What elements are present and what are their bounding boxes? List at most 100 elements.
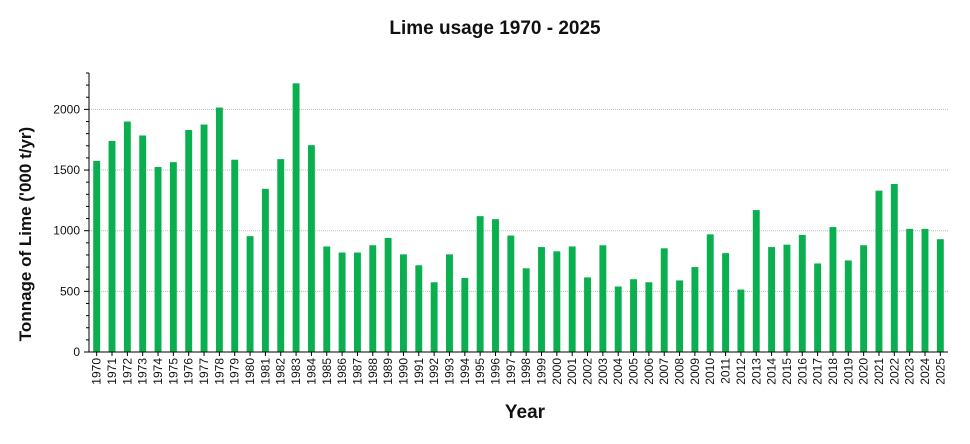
x-tick-label: 1994 [458, 358, 472, 385]
chart-title: Lime usage 1970 - 2025 [389, 18, 601, 39]
x-tick-label: 2015 [780, 358, 794, 385]
x-tick-label: 1982 [274, 358, 288, 385]
y-tick-label: 0 [73, 345, 80, 359]
axes [84, 72, 948, 356]
x-tick-label: 2021 [872, 358, 886, 385]
bar-2017 [814, 263, 822, 352]
bar-1995 [476, 216, 484, 352]
bar-2015 [783, 244, 791, 352]
x-tick-label: 1990 [396, 358, 410, 385]
bar-1998 [522, 268, 530, 352]
x-tick-label: 2005 [627, 358, 641, 385]
x-tick-label: 1984 [304, 358, 318, 385]
bar-2000 [553, 251, 561, 352]
x-tick-label: 1979 [228, 358, 242, 385]
x-tick-label: 1986 [335, 358, 349, 385]
bar-1989 [384, 237, 392, 352]
x-tick-labels: 1970 1971 1972 1973 1974 1975 1976 1977 1978 1979… [90, 358, 948, 385]
x-tick-label: 1973 [136, 358, 150, 385]
x-tick-label: 2000 [550, 358, 564, 385]
bar-2016 [798, 234, 806, 352]
x-tick-label: 2011 [719, 358, 733, 384]
bar-2011 [722, 253, 730, 352]
bar-1976 [185, 130, 193, 352]
bar-1972 [123, 121, 131, 353]
bar-1999 [538, 247, 545, 352]
x-tick-label: 2020 [857, 358, 871, 385]
x-tick-label: 2025 [933, 358, 947, 385]
y-tick-label: 1000 [53, 224, 80, 238]
x-tick-label: 2013 [749, 358, 763, 385]
bar-1988 [369, 245, 377, 352]
bar-1993 [446, 254, 453, 352]
bar-1994 [461, 278, 469, 352]
x-tick-label: 1999 [535, 358, 549, 385]
bar-1973 [139, 135, 147, 352]
x-tick-label: 2016 [795, 358, 809, 385]
bar-1980 [246, 236, 254, 352]
x-tick-label: 2017 [811, 358, 825, 385]
bar-1991 [415, 265, 423, 352]
x-tick-label: 2019 [841, 358, 855, 385]
bar-2014 [768, 247, 776, 352]
bar-2022 [890, 183, 898, 352]
bar-1987 [353, 252, 361, 352]
bar-1990 [400, 254, 407, 352]
bar-1982 [277, 159, 285, 352]
x-tick-label: 1983 [289, 358, 303, 385]
x-tick-label: 1995 [473, 358, 487, 385]
bar-1992 [430, 282, 438, 352]
bar-1981 [261, 188, 269, 352]
x-tick-label: 1970 [90, 358, 104, 385]
x-tick-label: 2007 [657, 358, 671, 385]
bar-1984 [307, 145, 315, 352]
bar-2005 [630, 279, 637, 352]
x-tick-label: 1998 [519, 358, 533, 385]
x-tick-label: 1991 [412, 358, 426, 385]
bar-2003 [599, 245, 607, 352]
y-tick-label: 2000 [53, 102, 80, 116]
x-tick-label: 2022 [887, 358, 901, 385]
bar-1974 [154, 167, 162, 352]
x-tick-label: 2001 [565, 358, 579, 385]
bar-1978 [215, 107, 223, 352]
bar-2004 [614, 286, 622, 352]
bar-2019 [844, 260, 852, 352]
bar-2002 [584, 277, 591, 352]
bar-1970 [93, 160, 101, 352]
bar-2007 [660, 248, 668, 352]
x-tick-label: 1996 [488, 358, 502, 385]
bar-2009 [691, 267, 699, 352]
bar-1983 [292, 83, 300, 353]
x-tick-label: 1987 [350, 358, 364, 385]
bar-2024 [921, 228, 929, 352]
x-tick-label: 1993 [442, 358, 456, 385]
bar-2010 [706, 234, 714, 352]
y-tick-label: 1500 [53, 163, 80, 177]
bar-2020 [860, 245, 868, 352]
bar-1975 [169, 162, 177, 352]
bar-1971 [108, 140, 116, 352]
bar-1986 [338, 252, 346, 352]
bar-1979 [231, 159, 239, 352]
x-tick-label: 2010 [703, 358, 717, 385]
bar-2021 [875, 190, 883, 352]
bar-1985 [323, 246, 331, 352]
bar-1996 [492, 219, 499, 352]
x-tick-label: 1981 [258, 358, 272, 385]
x-tick-label: 2004 [611, 358, 625, 385]
x-tick-label: 2014 [765, 358, 779, 385]
x-tick-label: 2006 [642, 358, 656, 385]
x-tick-label: 2024 [918, 358, 932, 385]
bar-2001 [568, 246, 576, 352]
x-tick-label: 1988 [366, 358, 380, 385]
x-tick-label: 1972 [120, 358, 134, 385]
y-tick-label: 500 [60, 284, 80, 298]
x-tick-label: 1976 [182, 358, 196, 385]
x-tick-label: 1997 [504, 358, 518, 385]
x-tick-label: 2012 [734, 358, 748, 385]
x-tick-label: 2008 [673, 358, 687, 385]
bar-2006 [645, 282, 653, 352]
x-tick-label: 2023 [903, 358, 917, 385]
